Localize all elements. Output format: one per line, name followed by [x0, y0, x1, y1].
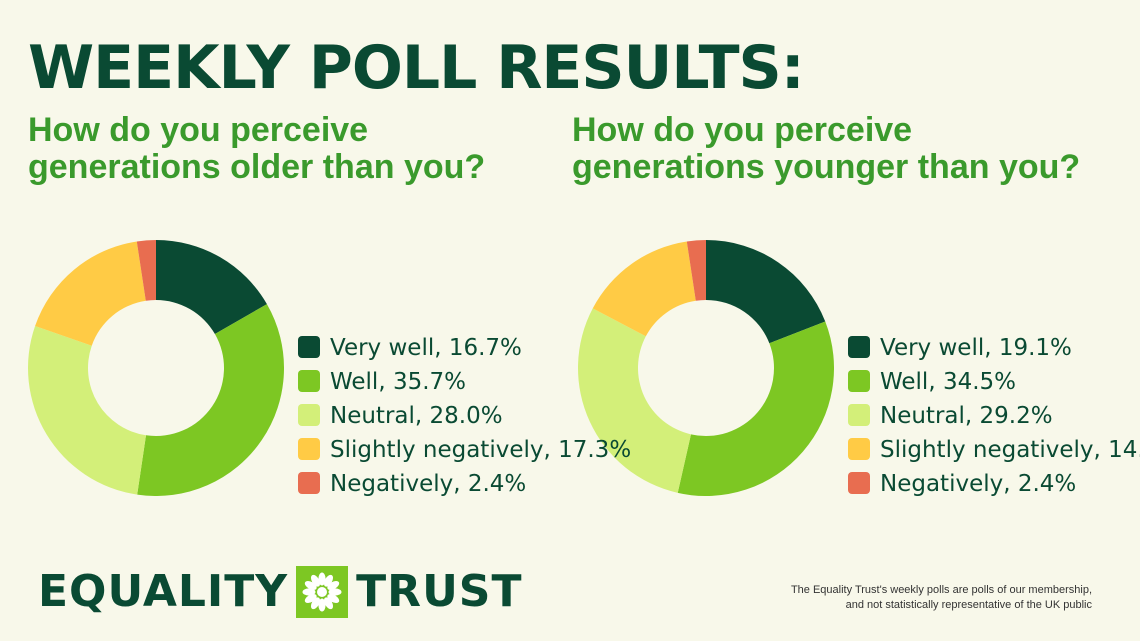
- logo-petal: [328, 588, 342, 596]
- legend-swatch: [298, 370, 320, 392]
- legend-item: Neutral, 28.0%: [298, 401, 631, 435]
- donut-slice-negatively: [686, 240, 706, 301]
- disclaimer-line-1: The Equality Trust's weekly polls are po…: [790, 584, 1092, 596]
- donut-chart-older: [28, 240, 284, 496]
- legend-swatch: [848, 472, 870, 494]
- legend-item: Well, 35.7%: [298, 367, 631, 401]
- logo-petal: [318, 598, 326, 612]
- legend-item: Very well, 19.1%: [848, 333, 1140, 367]
- legend-label: Slightly negatively, 17.3%: [330, 437, 632, 463]
- donut-slice-well: [677, 321, 834, 496]
- legend-item: Slightly negatively, 14.9%: [848, 435, 1140, 469]
- logo-petal: [305, 593, 317, 604]
- legend-label: Neutral, 28.0%: [330, 403, 503, 429]
- legend-younger: Very well, 19.1% Well, 34.5% Neutral, 29…: [848, 333, 1140, 503]
- logo-center: [317, 587, 328, 597]
- legend-label: Neutral, 29.2%: [880, 403, 1053, 429]
- donut-chart-younger: [578, 240, 834, 496]
- equality-trust-logo: EQUALITY TRUST: [38, 566, 523, 618]
- legend-item: Negatively, 2.4%: [298, 469, 631, 503]
- donut-slice-slightly-negatively: [35, 241, 146, 346]
- legend-swatch: [848, 370, 870, 392]
- legend-label: Well, 34.5%: [880, 369, 1017, 395]
- donut-slice-negatively: [136, 240, 156, 301]
- donut-slice-slightly-negatively: [592, 241, 696, 337]
- legend-label: Well, 35.7%: [330, 369, 467, 395]
- legend-item: Very well, 16.7%: [298, 333, 631, 367]
- legend-label: Negatively, 2.4%: [880, 471, 1077, 497]
- logo-text-trust: TRUST: [356, 566, 523, 617]
- donut-slice-very-well: [706, 240, 826, 344]
- legend-swatch: [298, 438, 320, 460]
- page-title: WEEKLY POLL RESULTS:: [28, 33, 805, 103]
- donut-slice-neutral: [28, 326, 147, 495]
- donut-slice-well: [137, 304, 284, 496]
- legend-label: Very well, 16.7%: [330, 335, 522, 361]
- donut-slice-neutral: [578, 308, 691, 493]
- disclaimer-footnote: The Equality Trust's weekly polls are po…: [791, 583, 1092, 613]
- chart-2-title: How do you perceive generations younger …: [572, 111, 1081, 186]
- legend-swatch: [848, 404, 870, 426]
- logo-petal: [327, 580, 340, 591]
- legend-swatch: [848, 438, 870, 460]
- logo-petal: [302, 588, 316, 596]
- donut-slice-very-well: [156, 240, 267, 335]
- logo-petal: [318, 572, 326, 586]
- legend-swatch: [298, 472, 320, 494]
- legend-item: Neutral, 29.2%: [848, 401, 1140, 435]
- legend-item: Negatively, 2.4%: [848, 469, 1140, 503]
- logo-text-equality: EQUALITY: [38, 566, 289, 617]
- legend-older: Very well, 16.7% Well, 35.7% Neutral, 28…: [298, 333, 631, 503]
- logo-petal: [311, 574, 321, 587]
- legend-swatch: [298, 404, 320, 426]
- legend-label: Negatively, 2.4%: [330, 471, 527, 497]
- legend-label: Very well, 19.1%: [880, 335, 1072, 361]
- logo-petal: [324, 597, 334, 610]
- legend-item: Well, 34.5%: [848, 367, 1140, 401]
- legend-item: Slightly negatively, 17.3%: [298, 435, 631, 469]
- equality-trust-sunburst-icon: [296, 566, 349, 618]
- legend-swatch: [848, 336, 870, 358]
- legend-label: Slightly negatively, 14.9%: [880, 437, 1140, 463]
- legend-swatch: [298, 336, 320, 358]
- disclaimer-line-2: and not statistically representative of …: [845, 599, 1092, 611]
- chart-1-title: How do you perceive generations older th…: [28, 111, 486, 186]
